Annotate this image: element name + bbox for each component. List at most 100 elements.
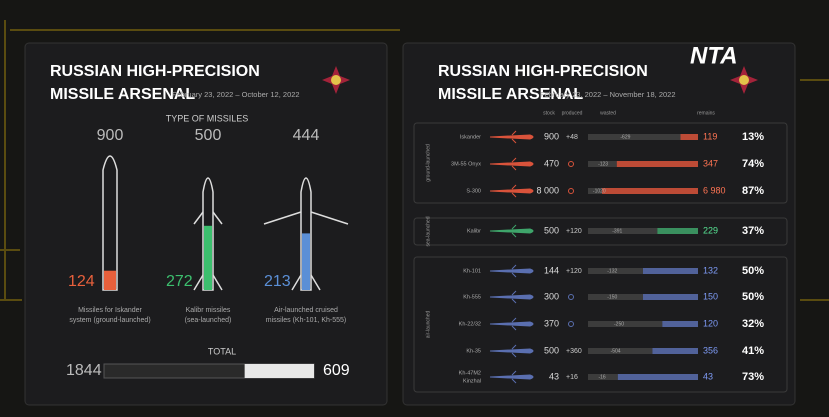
wasted-bar xyxy=(588,294,643,300)
total-remaining: 609 xyxy=(323,362,350,379)
wasted-label: -504 xyxy=(611,348,621,354)
missile-label: Kalibr missiles xyxy=(186,307,231,314)
missile-label: Missiles for Iskander xyxy=(78,307,142,314)
missile-remaining xyxy=(204,225,212,290)
wasted-label: -150 xyxy=(607,294,617,300)
percent: 50% xyxy=(742,291,764,303)
wasted-bar xyxy=(588,188,603,194)
wasted-label: -16 xyxy=(598,374,605,380)
stock: 370 xyxy=(544,318,559,328)
date: February 23, 2022 – October 12, 2022 xyxy=(172,90,300,99)
remains-label: 356 xyxy=(703,345,718,355)
missile-wings xyxy=(193,211,223,291)
total-remaining-bar xyxy=(244,364,314,378)
missile-remaining-label: 272 xyxy=(166,273,193,290)
remains-bar xyxy=(680,134,698,140)
percent: 74% xyxy=(742,158,764,170)
wasted-label: -629 xyxy=(620,134,630,140)
remains-label: 229 xyxy=(703,225,718,235)
row-name: S-300 xyxy=(466,188,481,194)
remains-label: 119 xyxy=(703,131,717,141)
missile-icon xyxy=(489,290,534,304)
wasted-bar xyxy=(588,348,653,354)
missile-label: system (ground-launched) xyxy=(69,317,150,324)
missile-label: (sea-launched) xyxy=(185,317,232,324)
column-header: produced xyxy=(562,110,583,116)
wasted-bar xyxy=(588,228,658,234)
group-label: sea-launched xyxy=(425,216,431,246)
percent: 13% xyxy=(742,131,764,143)
remains-label: 347 xyxy=(703,158,718,168)
group-box xyxy=(413,122,788,204)
wasted-label: -1020 xyxy=(593,188,606,194)
wasted-label: -123 xyxy=(598,161,608,167)
emblem xyxy=(322,66,350,94)
group-label: air-launched xyxy=(425,311,431,339)
percent: 41% xyxy=(742,345,764,357)
stock: 43 xyxy=(549,371,559,381)
remains-label: 43 xyxy=(703,371,713,381)
title: MISSILE ARSENAL xyxy=(50,86,195,103)
produced-zero xyxy=(568,188,574,194)
remains-bar xyxy=(617,374,698,380)
wasted-label: -132 xyxy=(607,268,617,274)
produced: +120 xyxy=(566,228,582,235)
produced: +16 xyxy=(566,374,578,381)
missile-icon xyxy=(489,130,534,144)
missile-icon xyxy=(489,157,534,171)
produced-zero xyxy=(568,294,574,300)
wasted-label: -391 xyxy=(612,228,622,234)
emblem xyxy=(730,66,758,94)
remains-bar xyxy=(602,188,698,194)
missile-total: 500 xyxy=(195,127,222,144)
missile-icon xyxy=(489,344,534,358)
remains-label: 6 980 xyxy=(703,185,726,195)
emblems xyxy=(322,66,758,94)
row-name: Kh-22/32 xyxy=(459,321,481,327)
row-name: 3M-55 Onyx xyxy=(451,161,481,167)
percent: 87% xyxy=(742,185,764,197)
group-box xyxy=(413,256,788,393)
missile-label: Air-launched cruised xyxy=(274,307,338,314)
missile-remaining xyxy=(302,233,310,290)
produced: +120 xyxy=(566,268,582,275)
produced-zero xyxy=(568,321,574,327)
remains-label: 150 xyxy=(703,291,718,301)
missile-total: 444 xyxy=(293,127,320,144)
stock: 500 xyxy=(544,225,559,235)
missile-icon xyxy=(489,370,534,384)
row-name: Kalibr xyxy=(467,228,481,234)
row-name: Iskander xyxy=(460,134,481,140)
wasted-bar xyxy=(588,134,681,140)
percent: 32% xyxy=(742,318,764,330)
stock: 8 000 xyxy=(536,185,559,195)
group-label: ground-launched xyxy=(425,144,431,182)
column-header: remains xyxy=(697,110,715,116)
background-lines xyxy=(0,20,829,301)
missile-remaining-label: 124 xyxy=(68,273,95,290)
row-name: Kh-47M2 xyxy=(459,370,481,376)
title: RUSSIAN HIGH-PRECISION xyxy=(438,63,648,80)
total-value: 1844 xyxy=(66,362,102,379)
stock: 300 xyxy=(544,291,559,301)
row-name: Kh-555 xyxy=(463,294,481,300)
title: RUSSIAN HIGH-PRECISION xyxy=(50,63,260,80)
column-header: stock xyxy=(543,110,555,116)
missile-remaining-label: 213 xyxy=(264,273,291,290)
missile-icon xyxy=(489,264,534,278)
remains-bar xyxy=(652,348,698,354)
column-header: wasted xyxy=(600,110,616,116)
missile-icon xyxy=(489,224,534,238)
produced: +48 xyxy=(566,134,578,141)
percent: 37% xyxy=(742,225,764,237)
stock: 500 xyxy=(544,345,559,355)
stock: 470 xyxy=(544,158,559,168)
remains-bar xyxy=(643,268,698,274)
missile-label: missiles (Kh-101, Kh-555) xyxy=(266,317,347,324)
missile-remaining xyxy=(104,270,116,290)
missile-icon xyxy=(489,317,534,331)
remains-bar xyxy=(657,228,698,234)
section-title: TYPE OF MISSILES xyxy=(166,113,249,123)
stock: 144 xyxy=(544,265,559,275)
